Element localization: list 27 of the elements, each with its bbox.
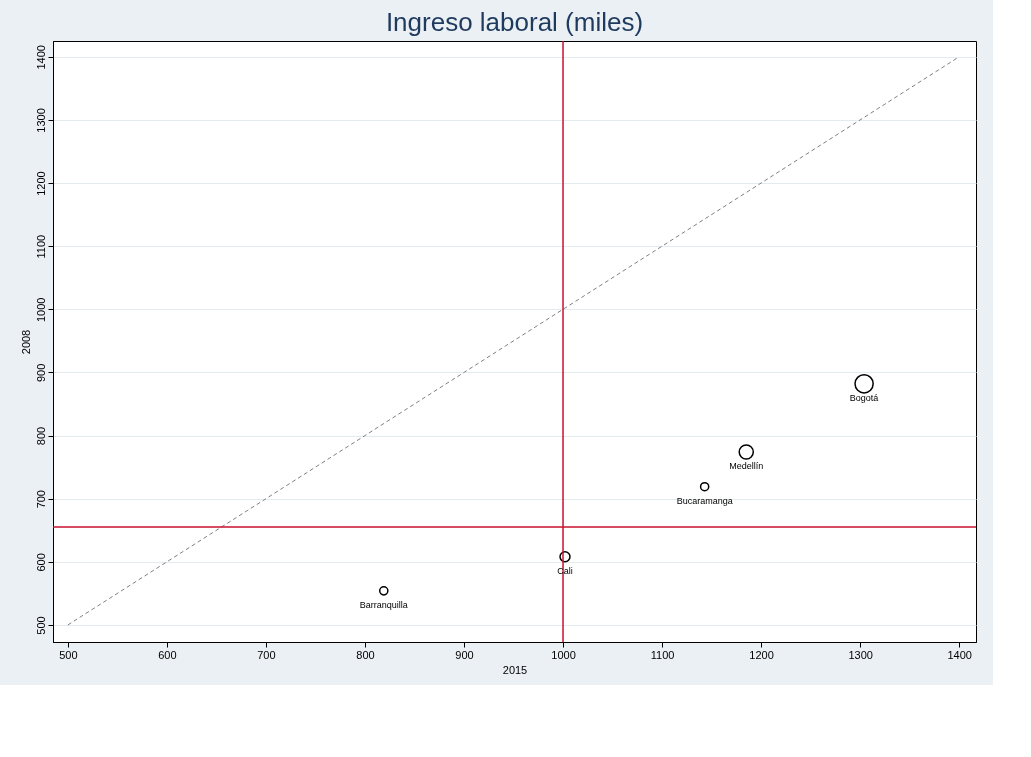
annotation: Bogotá: [849, 392, 879, 403]
y-tick-label: 1400: [34, 45, 47, 70]
y-tick-label: 800: [34, 426, 47, 446]
annotation: Barranquilla: [359, 599, 408, 610]
x-tick-label: 1100: [650, 648, 675, 661]
annotation: Bucaramanga: [676, 495, 733, 506]
y-tick-label: 500: [34, 616, 47, 635]
y-axis-title: 2008: [19, 329, 32, 355]
x-tick-label: 600: [158, 648, 177, 661]
y-tick-label: 1100: [34, 234, 47, 259]
y-tick-label: 1000: [34, 297, 47, 323]
x-tick-label: 1300: [848, 648, 873, 661]
x-tick-label: 800: [356, 648, 375, 661]
y-tick-label: 900: [34, 363, 47, 383]
chart-title: Ingreso laboral (miles): [385, 7, 644, 38]
x-axis-title: 2015: [502, 663, 528, 676]
annotation: Medellín: [729, 460, 764, 471]
x-tick-label: 1000: [551, 648, 576, 661]
y-tick-label: 700: [34, 490, 47, 509]
x-tick-label: 700: [257, 648, 276, 661]
y-tick-label: 1300: [34, 108, 47, 133]
y-tick-label: 1200: [34, 171, 47, 196]
x-tick-label: 900: [455, 648, 474, 661]
y-tick-label: 600: [34, 553, 47, 572]
x-tick-label: 1200: [749, 648, 774, 661]
x-tick-label: 1400: [947, 648, 972, 661]
x-tick-label: 500: [59, 648, 78, 661]
